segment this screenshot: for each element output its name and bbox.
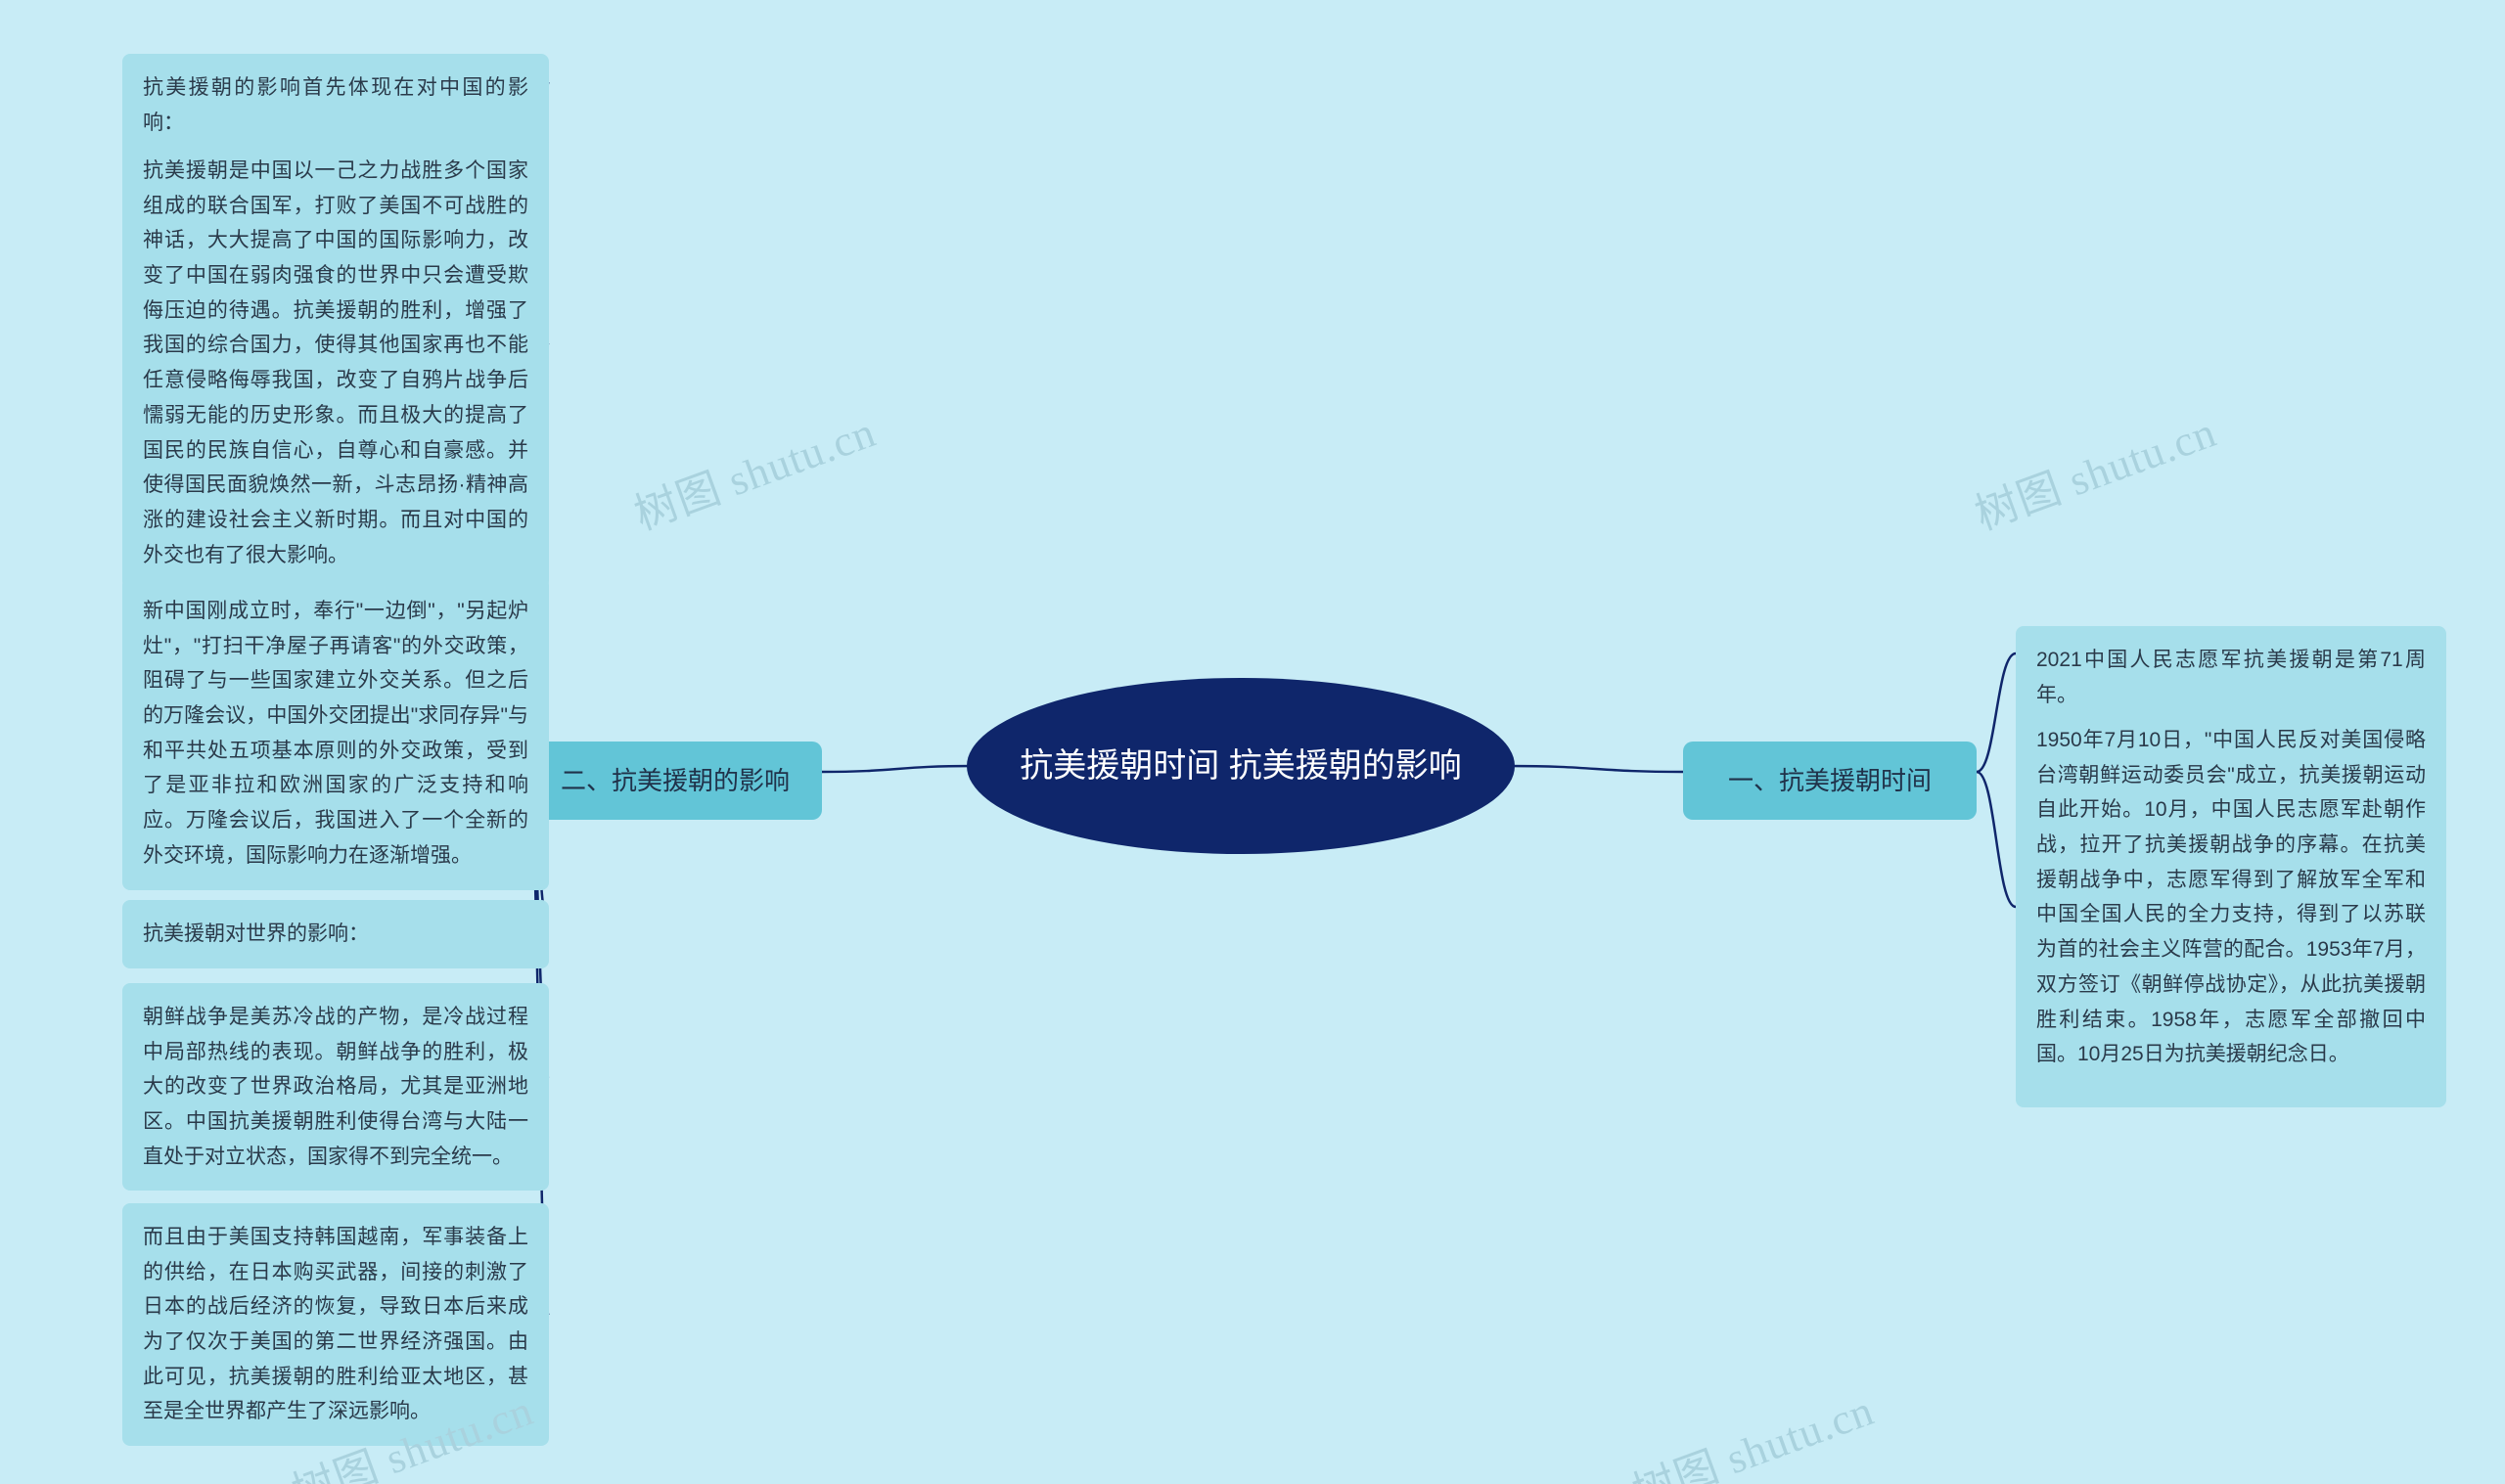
left-leaf-0-text: 抗美援朝的影响首先体现在对中国的影响： [143, 76, 528, 134]
right-leaf-0-text: 2021中国人民志愿军抗美援朝是第71周年。 [2036, 649, 2426, 706]
left-leaf-1: 抗美援朝是中国以一己之力战胜多个国家组成的联合国军，打败了美国不可战胜的神话，大… [122, 137, 549, 589]
left-leaf-4: 朝鲜战争是美苏冷战的产物，是冷战过程中局部热线的表现。朝鲜战争的胜利，极大的改变… [122, 983, 549, 1191]
branch-right-label: 一、抗美援朝时间 [1728, 759, 1932, 802]
center-text: 抗美援朝时间 抗美援朝的影响 [1020, 742, 1461, 791]
center-node: 抗美援朝时间 抗美援朝的影响 [967, 678, 1515, 854]
left-leaf-5-text: 而且由于美国支持韩国越南，军事装备上的供给，在日本购买武器，间接的刺激了日本的战… [143, 1226, 528, 1422]
watermark-1: 树图 shutu.cn [1965, 397, 2223, 542]
left-leaf-1-text: 抗美援朝是中国以一己之力战胜多个国家组成的联合国军，打败了美国不可战胜的神话，大… [143, 159, 528, 566]
right-leaf-1: 1950年7月10日，"中国人民反对美国侵略台湾朝鲜运动委员会"成立，抗美援朝运… [2016, 706, 2446, 1107]
left-leaf-3-text: 抗美援朝对世界的影响： [143, 922, 369, 945]
branch-left: 二、抗美援朝的影响 [528, 742, 822, 820]
watermark-0: 树图 shutu.cn [624, 397, 883, 542]
left-leaf-2: 新中国刚成立时，奉行"一边倒"，"另起炉灶"，"打扫干净屋子再请客"的外交政策，… [122, 577, 549, 890]
branch-right: 一、抗美援朝时间 [1683, 742, 1977, 820]
left-leaf-4-text: 朝鲜战争是美苏冷战的产物，是冷战过程中局部热线的表现。朝鲜战争的胜利，极大的改变… [143, 1006, 528, 1168]
right-leaf-1-text: 1950年7月10日，"中国人民反对美国侵略台湾朝鲜运动委员会"成立，抗美援朝运… [2036, 729, 2426, 1065]
branch-left-label: 二、抗美援朝的影响 [561, 759, 790, 802]
left-leaf-2-text: 新中国刚成立时，奉行"一边倒"，"另起炉灶"，"打扫干净屋子再请客"的外交政策，… [143, 600, 528, 867]
mindmap-canvas: 抗美援朝时间 抗美援朝的影响 一、抗美援朝时间 二、抗美援朝的影响 2021中国… [0, 0, 2505, 1484]
left-leaf-5: 而且由于美国支持韩国越南，军事装备上的供给，在日本购买武器，间接的刺激了日本的战… [122, 1203, 549, 1446]
left-leaf-3: 抗美援朝对世界的影响： [122, 900, 549, 968]
watermark-3: 树图 shutu.cn [1622, 1375, 1881, 1484]
